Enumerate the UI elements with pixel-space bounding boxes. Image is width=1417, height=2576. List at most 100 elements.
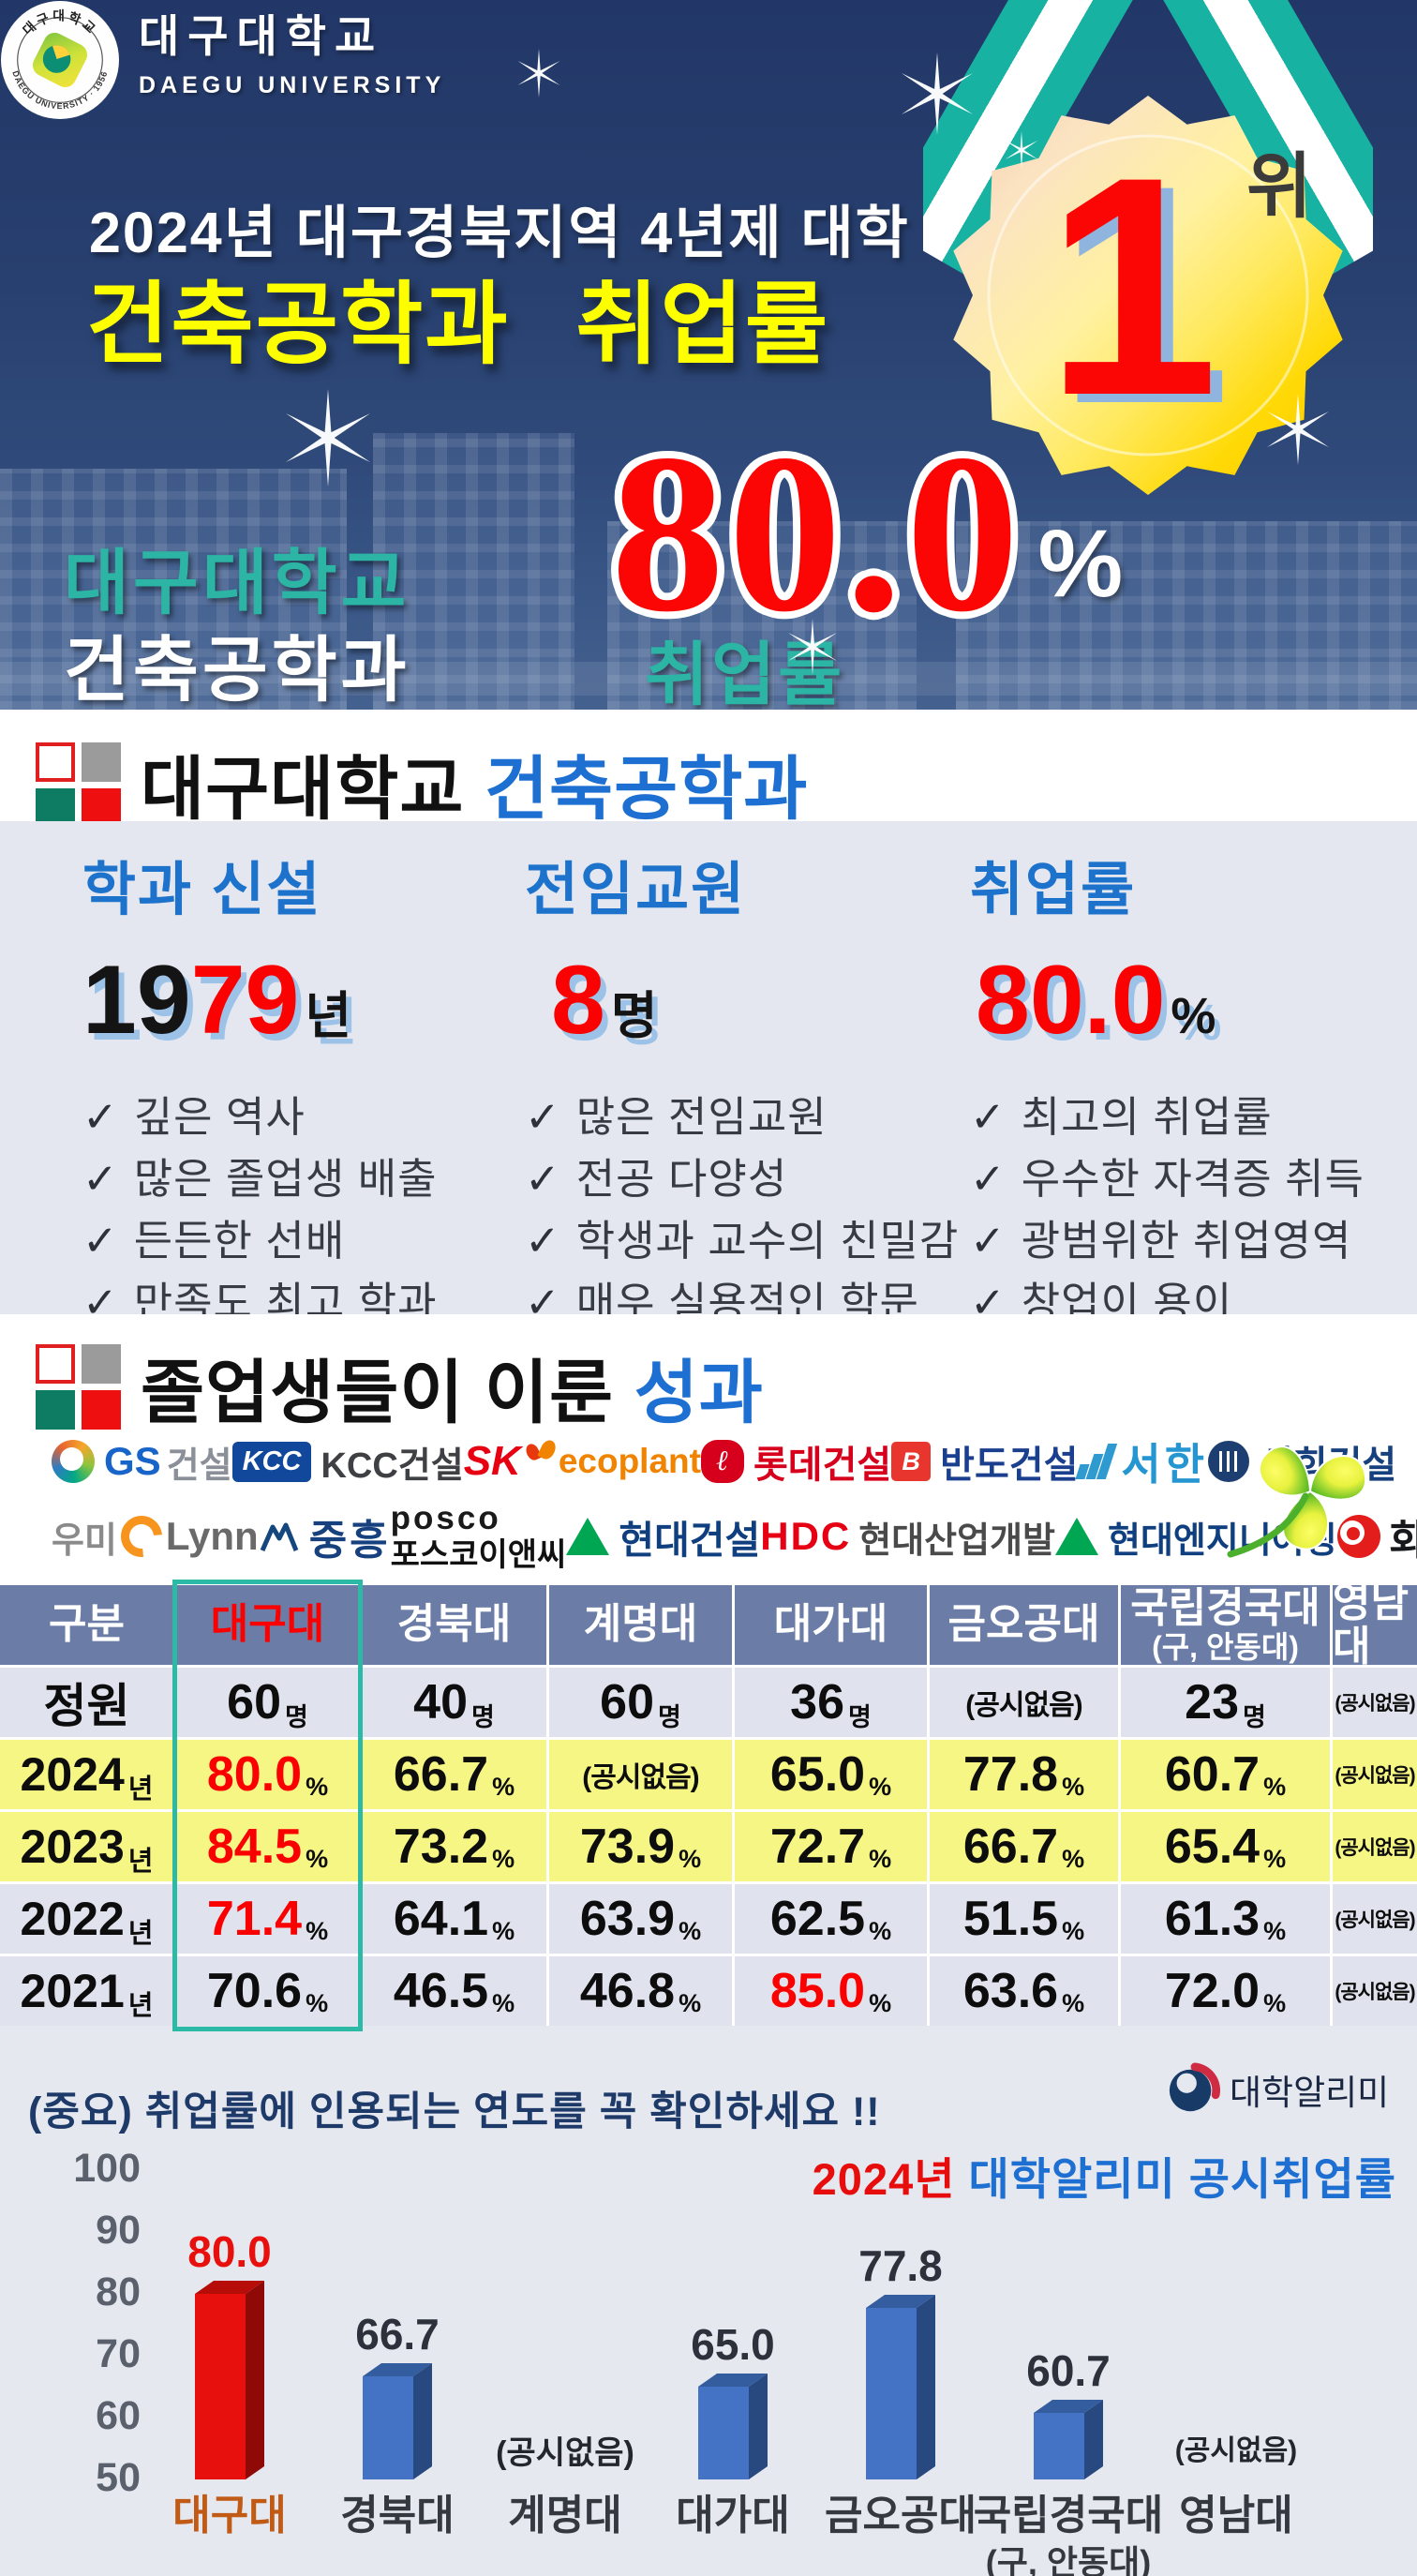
table-cell: 51.5% bbox=[930, 1884, 1118, 1954]
table-header-cell: 경북대 bbox=[362, 1585, 546, 1665]
table-cell: 60 명 bbox=[549, 1668, 732, 1737]
table-row-label: 2022 년 bbox=[0, 1884, 173, 1954]
y-axis-tick-label: 90 bbox=[96, 2208, 141, 2253]
chart-category-label: 대구대 bbox=[172, 2493, 287, 2539]
check-icon: ✓ bbox=[525, 1217, 561, 1265]
outcome-section-title: 졸업생들이 이룬 성과 bbox=[141, 1337, 764, 1437]
table-cell: 73.2% bbox=[362, 1812, 546, 1881]
outcome-title-black: 졸업생들이 이룬 bbox=[141, 1354, 615, 1431]
seohan-logo-icon bbox=[1075, 1444, 1118, 1479]
table-cell: 23 명 bbox=[1121, 1668, 1330, 1737]
chart-na-label: (공시없음) bbox=[1174, 2435, 1298, 2466]
table-cell: 73.9% bbox=[549, 1812, 732, 1881]
check-item: ✓ 최고의 취업률 bbox=[970, 1093, 1273, 1141]
chart-bar bbox=[363, 2362, 432, 2479]
medal-ribbon bbox=[923, 0, 1373, 279]
table-cell: 36 명 bbox=[735, 1668, 927, 1737]
table-cell: 40 명 bbox=[362, 1668, 546, 1737]
chart-category-label: 영남대 bbox=[1179, 2493, 1293, 2539]
table-cell: 66.7% bbox=[930, 1812, 1118, 1881]
gs-logo-icon bbox=[52, 1440, 95, 1483]
chart-category-label: 대가대 bbox=[676, 2493, 790, 2539]
university-name-kr: 대구대학교 bbox=[139, 11, 384, 61]
section-bullet-icon bbox=[36, 742, 121, 828]
outcome-title-blue: 성과 bbox=[634, 1354, 764, 1431]
data-source-logo: 대학알리미 bbox=[1166, 2062, 1389, 2117]
sparkle-icon bbox=[1005, 131, 1038, 169]
stat-value: 80.0% bbox=[976, 946, 1216, 1055]
check-item: ✓ 깊은 역사 bbox=[82, 1093, 306, 1141]
university-name: 대구대학교 DAEGU UNIVERSITY bbox=[139, 0, 445, 99]
check-item: ✓ 든든한 선배 bbox=[82, 1217, 346, 1265]
hwaseong-logo-icon bbox=[1336, 1515, 1380, 1558]
dept-title-blue: 건축공학과 bbox=[484, 750, 809, 828]
stat-heading: 전임교원 bbox=[525, 858, 747, 922]
check-icon: ✓ bbox=[970, 1093, 1007, 1141]
table-cell: (공시없음) bbox=[1333, 1956, 1417, 2026]
table-cell: 84.5% bbox=[176, 1812, 359, 1881]
campus-road bbox=[0, 662, 1417, 696]
y-axis-tick-label: 80 bbox=[96, 2269, 141, 2314]
clover-decoration-icon bbox=[1227, 1445, 1366, 1558]
stat-check-list: ✓ 깊은 역사 ✓ 많은 졸업생 배출 ✓ 든든한 선배 ✓ 만족도 최고 학과 bbox=[82, 1086, 438, 1334]
check-icon: ✓ bbox=[82, 1093, 119, 1141]
table-cell: (공시없음) bbox=[1333, 1884, 1417, 1954]
table-cell: 70.6% bbox=[176, 1956, 359, 2026]
table-cell: 80.0% bbox=[176, 1740, 359, 1809]
chart-category-label: 계명대 bbox=[508, 2493, 622, 2539]
dept-title-black: 대구대학교 bbox=[141, 750, 465, 828]
hero-rate-value: 80.0 bbox=[611, 408, 1023, 659]
university-name-en: DAEGU UNIVERSITY bbox=[139, 72, 446, 98]
company-logo-sk-ecoplant: SK ecoplant bbox=[463, 1438, 701, 1484]
table-cell: 46.5% bbox=[362, 1956, 546, 2026]
table-row-label: 2021 년 bbox=[0, 1956, 173, 2026]
chart-value-label: 77.8 bbox=[858, 2240, 943, 2290]
sparkle-icon bbox=[788, 619, 837, 675]
bando-logo-icon: B bbox=[891, 1442, 932, 1481]
company-logo-hwaseong: 화 성 bbox=[1336, 1506, 1417, 1566]
sparkle-icon bbox=[517, 49, 560, 97]
medal-starburst bbox=[953, 96, 1343, 495]
campus-building-silhouette bbox=[607, 521, 917, 710]
y-axis-tick-label: 60 bbox=[96, 2393, 141, 2438]
chart-value-label: 80.0 bbox=[187, 2227, 272, 2276]
table-cell: (공시없음) bbox=[1333, 1812, 1417, 1881]
lotte-logo-icon: ℓ bbox=[700, 1440, 744, 1483]
chart-bar bbox=[698, 2373, 768, 2479]
stat-column: 전임교원 8 명 ✓ 많은 전임교원 ✓ 전공 다양성 ✓ 학생과 교수의 친밀감 ✓ 매우 실용적… bbox=[525, 842, 959, 1334]
hero-rate-unit: % bbox=[1037, 510, 1124, 617]
company-logo-bando: B 반도건설 bbox=[891, 1434, 1078, 1489]
rank-suffix: 위 bbox=[1246, 147, 1312, 227]
rank-1-medal-icon: 1 1 위 bbox=[923, 0, 1373, 495]
seohui-logo-icon bbox=[1208, 1441, 1250, 1482]
table-cell: (공시없음) bbox=[930, 1668, 1118, 1737]
company-logo-woomi-lynn: 우미 Lynn bbox=[52, 1507, 259, 1565]
university-seal-icon: 대구대학교 DAEGU UNIVERSITY · 1956 bbox=[0, 0, 120, 120]
table-cell: 71.4% bbox=[176, 1884, 359, 1954]
chart-bar bbox=[195, 2280, 264, 2479]
chart-value-label: 60.7 bbox=[1026, 2346, 1111, 2396]
y-axis-tick-label: 50 bbox=[96, 2455, 141, 2500]
rank-number-shadow: 1 bbox=[1058, 121, 1231, 469]
section-bullet-icon bbox=[36, 1344, 121, 1430]
table-header-cell: 구분 bbox=[0, 1585, 173, 1665]
stat-value-unit: % bbox=[1171, 988, 1216, 1044]
poster-title-line2: 건축공학과 취업률 bbox=[86, 275, 830, 375]
company-logo-kcc: KCC KCC건설 bbox=[231, 1436, 464, 1488]
employment-bar-chart: 100 90 80 70 60 50 80.0 대구대 66.7 경북대 (공시없음) 계명대 65.0… bbox=[0, 2137, 1417, 2576]
joongheung-logo-icon bbox=[260, 1522, 299, 1552]
check-item: ✓ 전공 다양성 bbox=[525, 1155, 788, 1203]
table-row-label: 2023 년 bbox=[0, 1812, 173, 1881]
stat-column: 학과 신설 1979 년 ✓ 깊은 역사 ✓ 많은 졸업생 배출 ✓ 든든한 선배 ✓ 만족도 최고… bbox=[82, 842, 438, 1334]
table-cell: 46.8% bbox=[549, 1956, 732, 2026]
check-icon: ✓ bbox=[82, 1155, 119, 1203]
rank-number: 1 bbox=[1046, 112, 1219, 460]
table-cell: 77.8% bbox=[930, 1740, 1118, 1809]
company-logo-seohan: 서한 bbox=[1075, 1430, 1208, 1492]
check-item: ✓ 학생과 교수의 친밀감 bbox=[525, 1217, 960, 1265]
chart-na-label: (공시없음) bbox=[496, 2435, 634, 2471]
stat-check-list: ✓ 많은 전임교원 ✓ 전공 다양성 ✓ 학생과 교수의 친밀감 ✓ 매우 실용적인 학문 bbox=[525, 1086, 959, 1334]
sparkle-icon bbox=[901, 52, 974, 135]
